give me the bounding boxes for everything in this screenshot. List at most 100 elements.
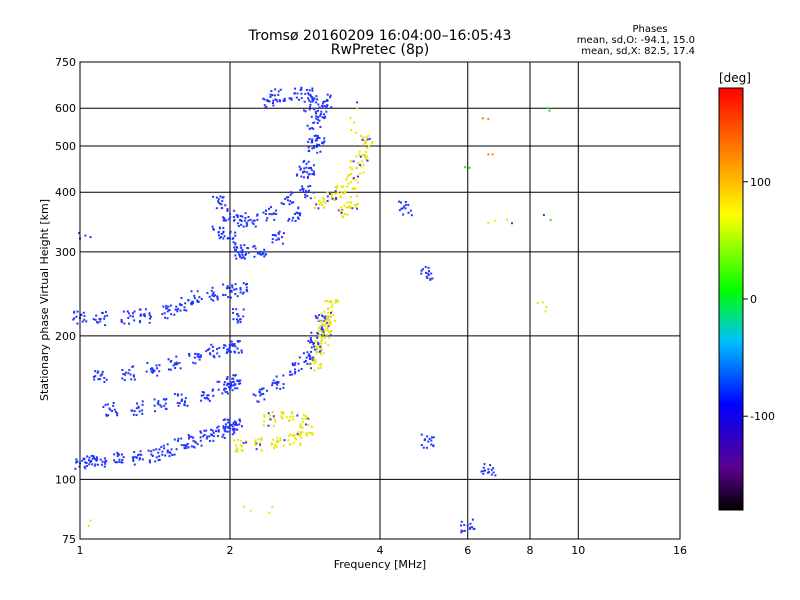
colorbar-tick-label: -100 (750, 410, 775, 423)
scatter-point (274, 234, 277, 237)
scatter-point (224, 293, 227, 296)
scatter-point (232, 377, 235, 380)
scatter-point (276, 100, 279, 103)
scatter-point (297, 207, 300, 210)
scatter-point (341, 209, 344, 212)
scatter-point (322, 352, 325, 355)
scatter-point (114, 461, 117, 464)
scatter-point (137, 454, 140, 457)
scatter-point (300, 92, 303, 95)
scatter-point (484, 469, 487, 472)
scatter-point (310, 115, 313, 118)
scatter-point (274, 98, 277, 101)
scatter-point (426, 277, 429, 280)
scatter-point (229, 237, 231, 240)
scatter-point (426, 435, 429, 438)
scatter-point (310, 425, 313, 428)
scatter-point (258, 388, 261, 391)
scatter-point (287, 435, 290, 438)
scatter-point (177, 437, 180, 440)
scatter-point (320, 340, 323, 343)
scatter-point (132, 413, 135, 416)
scatter-point (317, 207, 320, 210)
scatter-point (321, 106, 324, 109)
scatter-point (314, 110, 317, 113)
scatter-point (156, 374, 159, 377)
scatter-point (103, 376, 106, 379)
scatter-point (198, 358, 201, 361)
scatter-point (211, 294, 214, 297)
scatter-point (154, 410, 157, 413)
scatter-point (322, 100, 325, 103)
scatter-point (365, 155, 368, 158)
scatter-point (105, 414, 108, 417)
scatter-point (264, 106, 267, 109)
scatter-point (431, 277, 434, 280)
scatter-point (330, 315, 333, 318)
scatter-point (323, 206, 326, 209)
scatter-point (82, 457, 85, 460)
scatter-point (311, 87, 314, 90)
scatter-point (210, 289, 213, 292)
scatter-point (320, 201, 323, 204)
scatter-point (308, 353, 311, 356)
scatter-point (289, 97, 292, 100)
scatter-point (103, 317, 106, 320)
scatter-point (461, 529, 464, 532)
scatter-point (367, 135, 370, 138)
scatter-point (226, 392, 229, 395)
scatter-point (282, 444, 285, 447)
scatter-point (200, 444, 203, 447)
scatter-point (151, 368, 154, 371)
scatter-point (260, 388, 263, 391)
y-tick-label: 200 (55, 330, 76, 343)
scatter-point (326, 191, 329, 194)
scatter-point (198, 296, 201, 299)
scatter-point (199, 439, 202, 442)
scatter-point (133, 319, 136, 322)
scatter-point (325, 110, 328, 113)
scatter-point (216, 435, 219, 438)
scatter-point (329, 301, 332, 304)
scatter-point (271, 238, 274, 241)
scatter-point (311, 100, 314, 103)
scatter-point (275, 441, 278, 444)
scatter-point (232, 384, 235, 387)
scatter-point (104, 403, 107, 406)
scatter-point (300, 88, 303, 91)
scatter-point (316, 98, 319, 101)
scatter-point (236, 251, 239, 254)
scatter-point (302, 352, 305, 355)
scatter-point (148, 321, 151, 324)
scatter-point (192, 361, 195, 364)
scatter-point (216, 380, 219, 383)
scatter-point (324, 201, 327, 204)
scatter-point (234, 231, 237, 234)
scatter-point (253, 219, 256, 222)
scatter-point (244, 254, 247, 257)
scatter-point (320, 342, 323, 345)
scatter-point (420, 433, 423, 436)
scatter-point (146, 361, 149, 364)
scatter-point (229, 290, 231, 293)
scatter-point (183, 306, 186, 309)
scatter-point (298, 356, 301, 359)
scatter-point (361, 160, 364, 163)
scatter-point (325, 333, 328, 336)
scatter-point (326, 99, 329, 102)
scatter-point (309, 197, 312, 200)
scatter-point (229, 350, 232, 353)
scatter-point (342, 192, 345, 195)
scatter-point (310, 331, 313, 334)
scatter-point (308, 357, 311, 360)
scatter-point (266, 100, 269, 103)
scatter-point (174, 308, 177, 311)
scatter-point (321, 104, 324, 107)
scatter-point (263, 398, 266, 401)
scatter-point (314, 347, 317, 350)
scatter-point (234, 248, 237, 251)
scatter-point (371, 142, 374, 145)
scatter-point (165, 398, 168, 401)
scatter-point (233, 427, 236, 430)
scatter-point (195, 441, 198, 444)
